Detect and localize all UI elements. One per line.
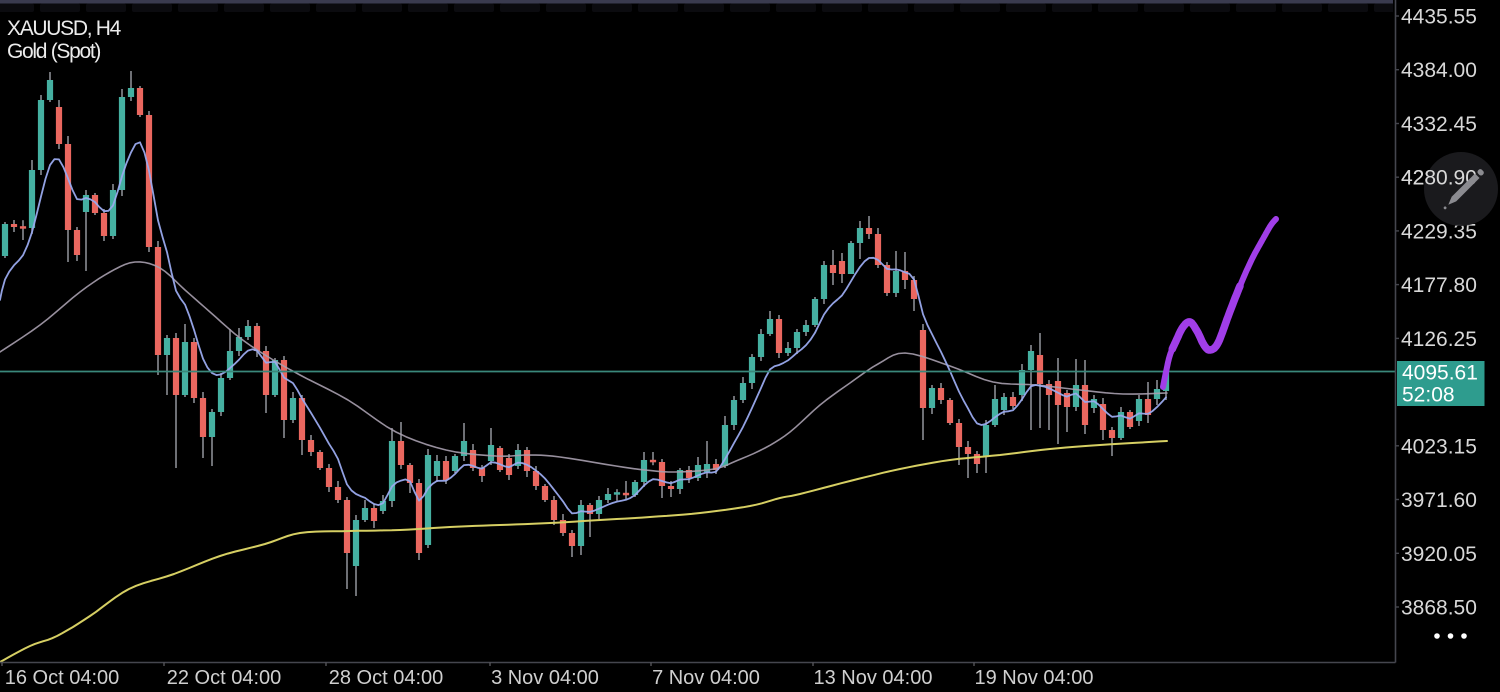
svg-text:4280.90: 4280.90	[1401, 167, 1477, 190]
svg-text:4177.80: 4177.80	[1401, 274, 1477, 297]
svg-text:4095.61: 4095.61	[1402, 362, 1478, 385]
svg-text:4229.35: 4229.35	[1401, 220, 1477, 243]
svg-text:4126.25: 4126.25	[1401, 328, 1477, 351]
svg-text:4384.00: 4384.00	[1401, 59, 1477, 82]
svg-text:3971.60: 3971.60	[1401, 489, 1477, 512]
svg-text:4435.55: 4435.55	[1401, 6, 1477, 29]
svg-text:7 Nov 04:00: 7 Nov 04:00	[652, 667, 760, 689]
svg-text:4023.15: 4023.15	[1401, 435, 1477, 458]
svg-text:3 Nov 04:00: 3 Nov 04:00	[491, 667, 599, 689]
svg-text:22 Oct 04:00: 22 Oct 04:00	[167, 667, 282, 689]
svg-text:28 Oct 04:00: 28 Oct 04:00	[329, 667, 444, 689]
svg-text:XAUUSD, H4: XAUUSD, H4	[7, 17, 122, 40]
svg-text:3920.05: 3920.05	[1401, 543, 1477, 566]
svg-text:4332.45: 4332.45	[1401, 113, 1477, 136]
svg-text:3868.50: 3868.50	[1401, 597, 1477, 620]
svg-text:52:08: 52:08	[1402, 384, 1455, 407]
svg-text:Gold (Spot): Gold (Spot)	[7, 40, 100, 63]
svg-text:19 Nov 04:00: 19 Nov 04:00	[975, 667, 1094, 689]
svg-text:16 Oct 04:00: 16 Oct 04:00	[5, 667, 120, 689]
svg-text:13 Nov 04:00: 13 Nov 04:00	[814, 667, 933, 689]
